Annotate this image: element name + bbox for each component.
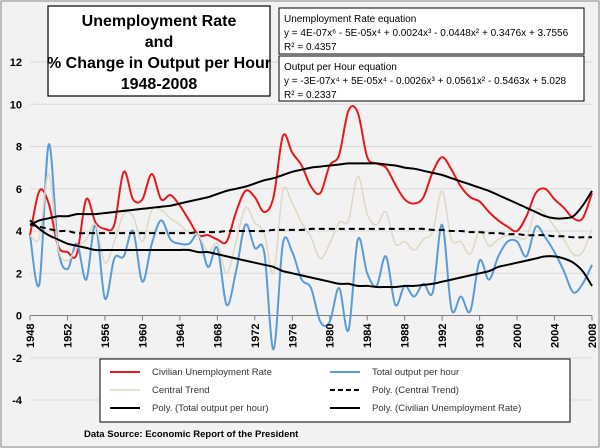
series-line-civilian-unemployment-rate bbox=[29, 105, 593, 259]
x-tick-label: 1956 bbox=[100, 324, 112, 348]
x-tick-label: 1976 bbox=[287, 324, 299, 348]
x-tick-label: 1980 bbox=[325, 324, 337, 348]
series-line-poly-civilian-unemployment-rate bbox=[29, 162, 593, 226]
chart-title-line-2: and bbox=[145, 34, 173, 51]
y-tick-label: -4 bbox=[12, 395, 23, 407]
x-tick-label: 1960 bbox=[137, 324, 149, 348]
chart-title-line-3: % Change in Output per Hour bbox=[47, 55, 271, 72]
unemployment-equation-title: Unemployment Rate equation bbox=[284, 14, 416, 25]
x-tick-label: 2008 bbox=[587, 324, 599, 348]
unemployment-equation-r2: R² = 0.4357 bbox=[284, 42, 337, 53]
series-layer bbox=[29, 105, 593, 351]
output-equation-r2: R² = 0.2337 bbox=[284, 90, 337, 101]
legend-label: Poly. (Total output per hour) bbox=[152, 403, 269, 414]
x-tick-label: 2004 bbox=[550, 323, 562, 348]
x-tick-label: 1964 bbox=[175, 323, 187, 348]
x-tick-label: 1988 bbox=[400, 324, 412, 348]
y-tick-label: 6 bbox=[16, 184, 22, 196]
chart-title-line-1: Unemployment Rate bbox=[82, 13, 237, 30]
output-equation-formula: y = -3E-07x⁴ + 5E-05x⁴ - 0.0026x³ + 0.05… bbox=[284, 76, 567, 87]
series-line-total-output-per-hour bbox=[29, 143, 593, 351]
y-tick-label: 2 bbox=[16, 268, 22, 280]
x-tick-label: 2000 bbox=[512, 324, 524, 348]
x-tick-label: 1992 bbox=[437, 324, 449, 348]
legend-label: Poly. (Civilian Unemployment Rate) bbox=[372, 403, 521, 414]
legend-label: Poly. (Central Trend) bbox=[372, 385, 459, 396]
x-tick-label: 1984 bbox=[362, 323, 374, 348]
legend-label: Central Trend bbox=[152, 385, 210, 396]
y-tick-label: 4 bbox=[16, 226, 23, 238]
y-tick-label: 0 bbox=[16, 311, 22, 323]
chart-title-line-4: 1948-2008 bbox=[121, 76, 198, 93]
legend-label: Civilian Unemployment Rate bbox=[152, 367, 272, 378]
x-tick-label: 1968 bbox=[212, 324, 224, 348]
tick-layer: -4 -2 0 2 4 6 8 10 12 1948 1952 1956 1960 1964 1968 197… bbox=[10, 57, 599, 407]
unemployment-equation-box bbox=[278, 7, 585, 55]
x-tick-label: 1996 bbox=[475, 324, 487, 348]
x-tick-label: 1948 bbox=[25, 324, 37, 348]
y-tick-label: 10 bbox=[10, 99, 22, 111]
series-line-central-trend bbox=[29, 173, 593, 275]
x-tick-label: 1972 bbox=[250, 324, 262, 348]
x-tick-label: 1952 bbox=[62, 324, 74, 348]
legend-label: Total output per hour bbox=[372, 367, 459, 378]
y-tick-label: -2 bbox=[12, 353, 22, 365]
series-line-poly-central-trend bbox=[29, 223, 592, 239]
title-box bbox=[47, 5, 271, 97]
output-equation-title: Output per Hour equation bbox=[284, 62, 397, 73]
y-tick-label: 8 bbox=[16, 142, 22, 154]
output-equation-box bbox=[278, 55, 585, 102]
y-tick-label: 12 bbox=[10, 57, 22, 69]
data-source: Data Source: Economic Report of the Pres… bbox=[84, 429, 299, 440]
series-line-poly-total-output-per-hour bbox=[29, 219, 593, 289]
legend-items: Civilian Unemployment Rate Total output p… bbox=[110, 367, 521, 414]
unemployment-equation-formula: y = 4E-07x⁶ - 5E-05x⁴ + 0.0024x³ - 0.044… bbox=[284, 28, 569, 39]
